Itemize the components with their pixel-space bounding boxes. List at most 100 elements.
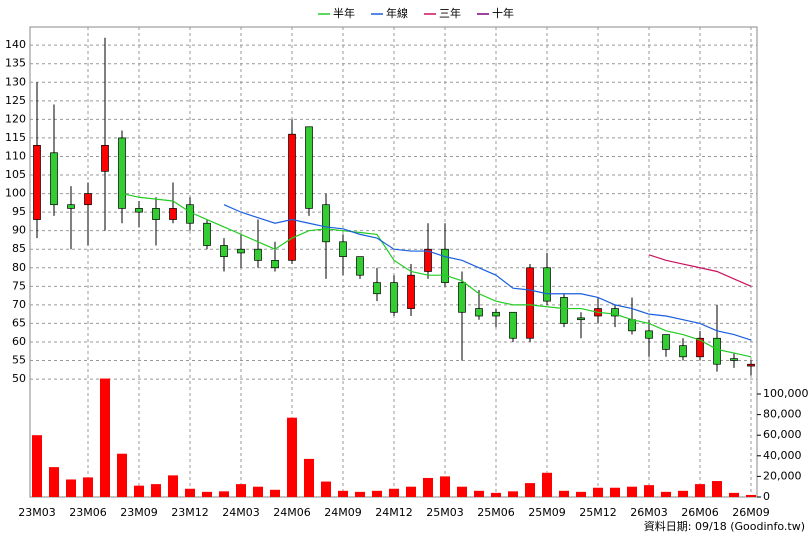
volume-bar [134,485,144,497]
candle-body [271,259,279,269]
y-tick-label: 110 [5,149,26,162]
ma-line [648,254,752,287]
volume-bar [372,490,382,497]
legend-label: 三年 [439,6,461,20]
x-tick-label: 25M06 [477,506,515,519]
volume-bar [542,472,552,497]
volume-bar [185,488,195,497]
volume-bar [440,476,450,497]
candle-body [84,193,92,206]
candle-body [305,126,313,209]
candle-body [526,267,534,339]
volume-bar [678,490,688,497]
y-tick-label: 70 [12,298,26,311]
y-tick-label: 135 [5,57,26,70]
volume-bar [593,487,603,497]
y-tick-label: 130 [5,75,26,88]
candle-body [254,248,262,261]
volume-bar [491,492,501,497]
y-tick-label: 105 [5,168,26,181]
volume-bar [321,481,331,497]
candle-body [33,144,41,220]
y-tick-label: 140 [5,38,26,51]
x-tick-label: 24M06 [273,506,311,519]
volume-bar [151,484,161,497]
y-tick-label: 55 [12,354,26,367]
volume-bar [236,484,246,497]
volume-tick-label: 40,000 [763,449,802,462]
volume-bar [508,491,518,497]
volume-bar [253,486,263,497]
volume-bar [610,487,620,497]
legend-label: 年線 [386,6,408,20]
candle-body [628,319,636,332]
volume-bar [746,494,756,497]
volume-bar [117,453,127,497]
x-tick-label: 26M06 [681,506,719,519]
candle-body [186,204,194,224]
y-tick-label: 80 [12,261,26,274]
y-tick-label: 85 [12,242,26,255]
candle-body [560,297,568,324]
x-tick-label: 24M03 [222,506,260,519]
volume-bar [219,491,229,497]
candle-body [50,152,58,206]
legend-label: 半年 [333,6,355,20]
y-tick-label: 115 [5,131,26,144]
volume-tick-label: 80,000 [763,408,802,421]
volume-tick-label: 60,000 [763,428,802,441]
volume-bar [32,435,42,497]
volume-tick-label: 20,000 [763,469,802,482]
volume-bar [100,378,110,497]
y-tick-label: 95 [12,205,26,218]
candle-body [441,248,449,283]
x-tick-label: 23M09 [120,506,158,519]
candle-body [152,208,160,220]
x-tick-label: 23M12 [171,506,209,519]
y-tick-label: 120 [5,112,26,125]
volume-bar [270,489,280,497]
legend-label: 十年 [492,6,514,20]
x-tick-label: 25M03 [426,506,464,519]
x-tick-label: 24M09 [324,506,362,519]
y-tick-label: 50 [12,372,26,385]
volume-bar [576,491,586,497]
ma-line [223,204,752,341]
volume-bar [661,491,671,497]
candle-body [390,282,398,313]
y-tick-label: 60 [12,335,26,348]
candle-body [662,334,670,350]
candle-body [611,308,619,317]
volume-bar [202,491,212,497]
candle-body [509,311,517,339]
y-tick-label: 90 [12,224,26,237]
y-tick-label: 75 [12,279,26,292]
volume-bar [49,467,59,497]
candle-body [407,274,415,309]
x-tick-label: 23M03 [18,506,56,519]
y-tick-label: 100 [5,187,26,200]
volume-bar [406,486,416,497]
y-tick-label: 65 [12,316,26,329]
candle-body [373,282,381,295]
volume-bar [644,485,654,497]
candle-body [237,248,245,254]
volume-bar [304,458,314,497]
volume-bar [525,483,535,497]
volume-bar [712,481,722,497]
volume-bar [474,490,484,497]
candle-body [118,137,126,209]
candle-body [713,337,721,365]
candle-body [288,133,296,261]
volume-bar [355,491,365,497]
candle-body [458,282,466,313]
volume-bar [338,490,348,497]
candle-body [543,267,551,302]
volume-bar [83,477,93,497]
volume-bar [66,479,76,497]
candle-body [424,248,432,272]
candle-body [356,256,364,276]
candle-body [730,358,738,361]
candle-body [322,204,330,243]
